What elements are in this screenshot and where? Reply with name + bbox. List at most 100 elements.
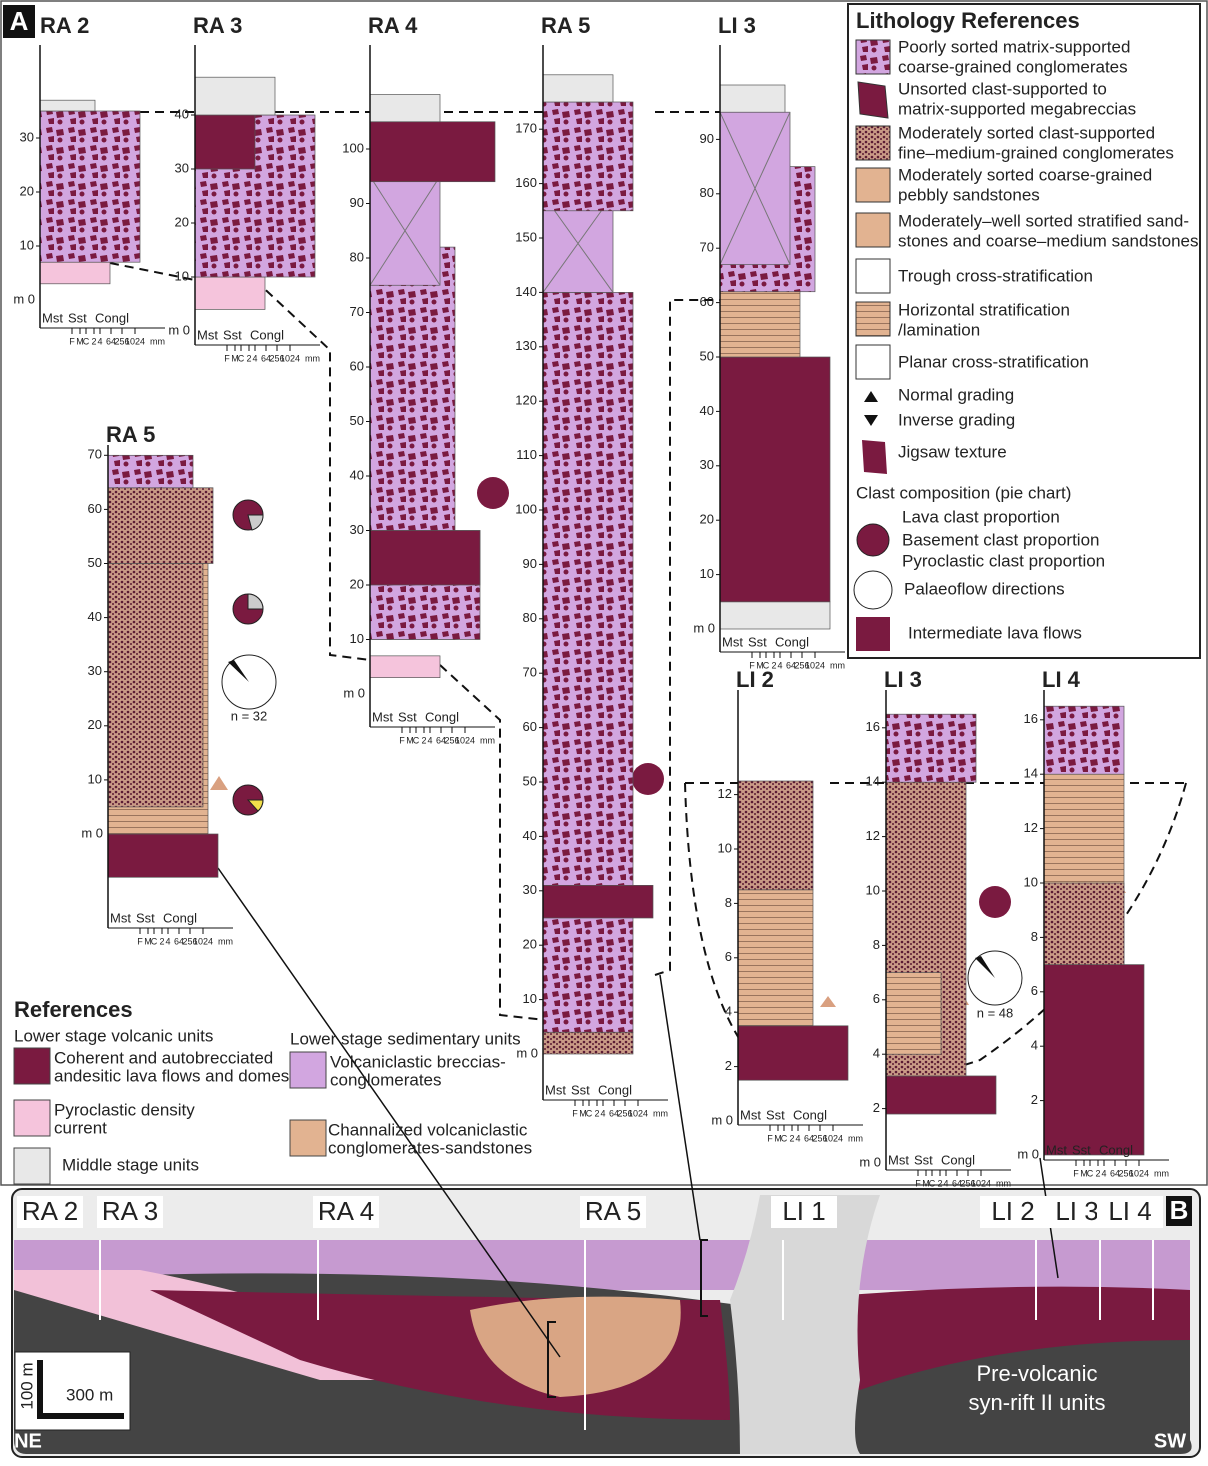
section-label: LI 3 [1055,1196,1098,1226]
bed [720,602,830,629]
grain-size: 4 [97,336,102,346]
grain-size: 2 [594,1108,599,1118]
figure: A RA 2m 0102030MstSstConglFMC24642561024… [0,0,1208,1461]
legend-text: Moderately sorted clast-supported [898,123,1155,142]
grain-size: C [151,936,158,946]
column-title: RA 4 [368,13,418,38]
legend-text: Trough cross-stratification [898,266,1093,285]
grain-class: Congl [598,1082,632,1097]
bed [108,564,203,807]
bed [886,1076,996,1114]
grain-unit: mm [653,1108,668,1118]
tick-label: 10 [350,631,364,646]
legend-text: matrix-supported megabreccias [898,99,1136,118]
references-subtitle: Lower stage volcanic units [14,1026,213,1045]
column-title: LI 4 [1042,667,1081,692]
palaeoflow-n: n = 48 [977,1005,1014,1020]
tick-label: 50 [700,348,714,363]
bed [720,357,830,602]
bed [543,102,633,211]
tick-label: 20 [20,183,34,198]
grain-class: Mst [722,634,743,649]
grain-class: Sst [766,1107,785,1122]
grain-size: 1024 [280,353,300,363]
grain-size: C [1087,1168,1094,1178]
grain-class: Sst [136,910,155,925]
references-text: current [54,1118,107,1137]
tick-label: 12 [718,786,732,801]
palaeoflow-n: n = 32 [231,708,268,723]
page: {"panel_a":{"label":"A", "columns":[ {"t… [0,0,1208,1466]
grain-size: 2 [1095,1168,1100,1178]
section-label: RA 5 [585,1196,641,1226]
zero-label: m 0 [693,620,715,635]
tick-label: 10 [20,237,34,252]
bed [195,115,255,169]
legend-text: fine–medium-grained conglomerates [898,143,1174,162]
tick-label: 160 [515,175,537,190]
legend-text: Lava clast proportion [902,507,1060,526]
tick-label: 130 [515,338,537,353]
grain-size: F [767,1133,773,1143]
grain-class: Sst [1072,1142,1091,1157]
references-text: Channalized volcaniclastic [328,1120,528,1139]
scale-label: 300 m [66,1385,113,1404]
tick-label: 10 [700,566,714,581]
bed [370,122,495,182]
legend-text: Moderately–well sorted stratified sand- [898,211,1189,230]
grain-size: C [586,1108,593,1118]
swatch [14,1148,50,1184]
grain-class: Mst [110,910,131,925]
tick-label: 10 [523,991,537,1006]
grain-class: Sst [68,310,87,325]
section-label: LI 2 [991,1196,1034,1226]
panel-label: A [10,6,29,36]
tick-label: 40 [700,403,714,418]
grain-size: C [83,336,90,346]
tick-label: 10 [88,771,102,786]
tick-label: 170 [515,121,537,136]
grain-size: F [915,1178,921,1188]
zero-label: m 0 [343,685,365,700]
zero-label: m 0 [1017,1146,1039,1161]
grain-class: Congl [163,910,197,925]
grain-size: C [238,353,245,363]
tick-label: 6 [725,949,732,964]
column-title: LI 3 [718,13,756,38]
tick-label: 16 [1024,711,1038,726]
grain-unit: mm [848,1133,863,1143]
tick-label: 150 [515,229,537,244]
tick-label: 30 [523,882,537,897]
tick-label: 20 [175,214,189,229]
grain-size: 1024 [125,336,145,346]
grain-class: Sst [571,1082,590,1097]
tick-label: 80 [523,610,537,625]
bed [720,292,800,357]
tick-label: 2 [873,1100,880,1115]
grain-size: 4 [427,735,432,745]
column-title: LI 2 [736,667,774,692]
references-text: andesitic lava flows and domes [54,1066,289,1085]
grain-class: Mst [1046,1142,1067,1157]
references-text: conglomerates-sandstones [328,1138,532,1157]
legend-text: pebbly sandstones [898,185,1040,204]
section-label: RA 2 [22,1196,78,1226]
tick-label: 20 [350,576,364,591]
unit-label: syn-rift II units [969,1390,1106,1415]
bed [738,1026,848,1080]
grain-class: Mst [197,327,218,342]
tick-label: 60 [88,501,102,516]
bed [195,277,265,309]
tick-label: 70 [523,665,537,680]
grain-class: Sst [914,1152,933,1167]
direction-label: SW [1154,1430,1186,1452]
tick-label: 30 [700,457,714,472]
grain-size: F [69,336,75,346]
tick-label: 10 [175,268,189,283]
references-text: Volcaniclastic breccias- [330,1052,506,1071]
tick-label: 10 [1024,874,1038,889]
column-title: LI 3 [884,667,922,692]
grain-unit: mm [218,936,233,946]
swatch [14,1100,50,1136]
grain-size: 4 [943,1178,948,1188]
